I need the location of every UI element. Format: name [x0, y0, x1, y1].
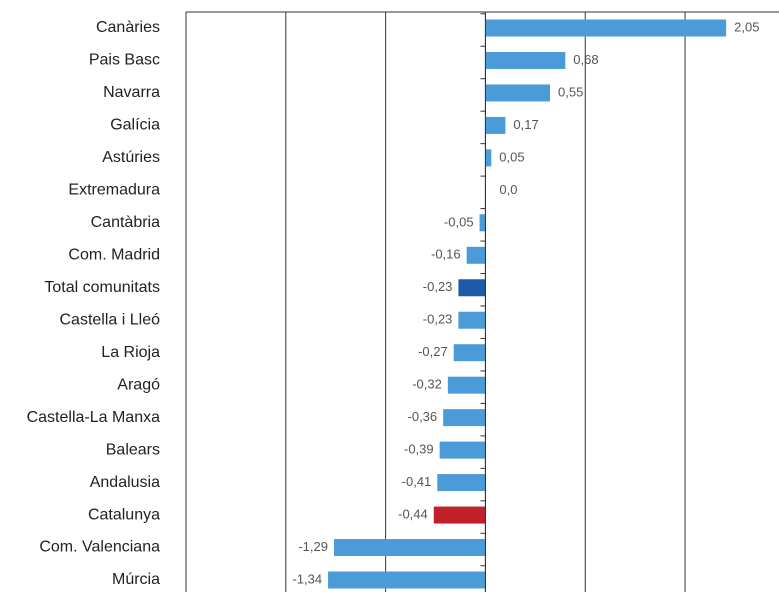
category-label: Navarra [103, 84, 160, 101]
value-label: 0,05 [499, 149, 524, 164]
bar [485, 84, 551, 102]
value-label: -0,27 [418, 344, 448, 359]
value-label: 0,68 [573, 52, 598, 67]
bar [443, 409, 486, 427]
category-label: Catalunya [88, 506, 160, 523]
bar [466, 246, 486, 264]
category-label: Castella-La Manxa [27, 409, 161, 426]
bar [453, 344, 486, 362]
bar [437, 474, 486, 492]
value-label: -1,29 [298, 539, 328, 554]
category-label: Cantàbria [91, 214, 160, 231]
value-label: 0,0 [499, 182, 517, 197]
value-label: -0,16 [431, 247, 461, 262]
value-label: -0,05 [444, 214, 474, 229]
bar [479, 214, 486, 232]
category-label: Com. Valenciana [39, 539, 160, 556]
category-label: Balears [106, 441, 160, 458]
category-label: Aragó [117, 376, 160, 393]
category-label: Astúries [102, 149, 160, 166]
bar [328, 571, 486, 589]
category-label: Extremadura [68, 182, 160, 199]
value-label: -0,44 [398, 506, 428, 521]
bar [485, 51, 566, 69]
bar [458, 279, 486, 297]
category-label: Castella i Lleó [60, 311, 161, 328]
bar [439, 441, 486, 459]
value-label: -0,32 [412, 377, 442, 392]
value-label: 0,17 [513, 117, 538, 132]
category-label: Total comunitats [44, 279, 160, 296]
bar [447, 376, 486, 394]
bar [333, 539, 486, 557]
category-label: Canàries [96, 19, 160, 36]
value-label: -0,23 [423, 279, 453, 294]
category-label: Com. Madrid [68, 247, 160, 264]
category-label: Múrcia [112, 571, 160, 588]
bar [458, 311, 486, 329]
category-label: La Rioja [101, 344, 160, 361]
bar [485, 19, 727, 37]
category-label: Andalusia [90, 474, 160, 491]
bar [485, 116, 506, 134]
value-label: 0,55 [558, 84, 583, 99]
value-label: -0,23 [423, 312, 453, 327]
value-label: -1,34 [292, 571, 322, 586]
value-label: 2,05 [734, 19, 759, 34]
category-label: Pais Basc [89, 52, 160, 69]
value-label: -0,36 [408, 409, 438, 424]
bar [433, 506, 486, 524]
category-label: Galícia [110, 117, 160, 134]
value-label: -0,41 [402, 474, 432, 489]
value-label: -0,39 [404, 442, 434, 457]
bar [485, 149, 492, 167]
